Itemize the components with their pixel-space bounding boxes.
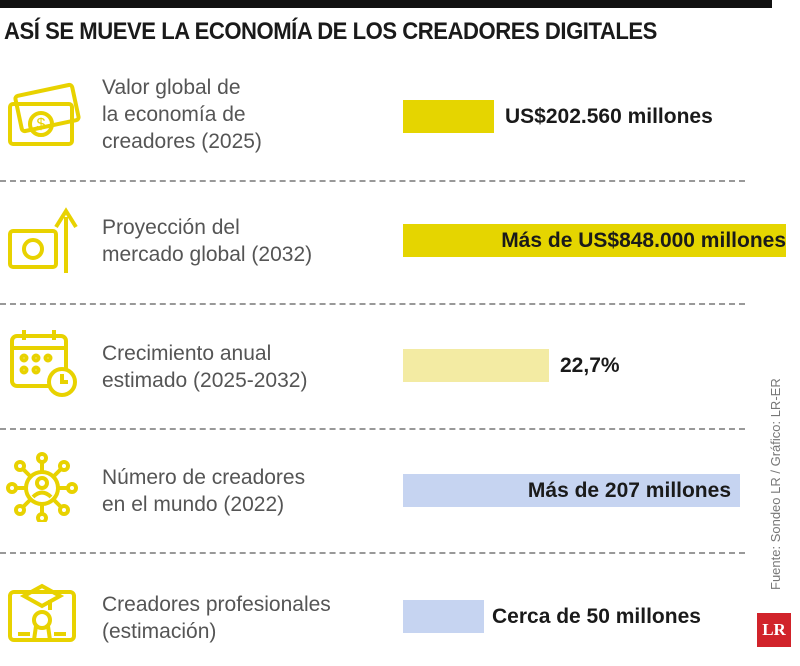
label-line: (estimación)	[102, 620, 217, 643]
top-bar	[0, 0, 772, 8]
row-value: Cerca de 50 millones	[492, 605, 701, 628]
row-label: Proyección del mercado global (2032)	[102, 214, 312, 268]
label-line: Creadores profesionales	[102, 593, 331, 616]
logo: LR	[757, 613, 791, 647]
highlight-bar	[403, 474, 740, 507]
label-line: creadores (2025)	[102, 130, 262, 153]
label-line: la economía de	[102, 103, 246, 126]
highlight-bar	[403, 224, 786, 257]
label-line: Crecimiento anual	[102, 342, 272, 365]
row-value: 22,7%	[560, 354, 620, 377]
separator	[0, 180, 745, 182]
label-line: mercado global (2032)	[102, 243, 313, 266]
separator	[0, 552, 745, 554]
title: ASÍ SE MUEVE LA ECONOMÍA DE LOS CREADORE…	[4, 18, 657, 45]
certificate-icon	[8, 583, 76, 642]
row-label: Valor global de la economía de creadores…	[102, 74, 262, 155]
network-icon	[6, 452, 78, 522]
label-line: Proyección del	[102, 216, 240, 239]
label-line: Número de creadores	[102, 466, 306, 489]
label-line: Valor global de	[102, 76, 241, 99]
highlight-bar	[403, 100, 494, 133]
highlight-bar	[403, 600, 484, 633]
separator	[0, 428, 745, 430]
money-icon: $	[8, 82, 81, 146]
row-value: Más de US$848.000 millones	[501, 229, 786, 252]
label-line: estimado (2025-2032)	[102, 369, 308, 392]
row-value: Más de 207 millones	[527, 479, 731, 502]
row-label: Crecimiento anual estimado (2025-2032)	[102, 340, 307, 394]
highlight-bar	[403, 349, 549, 382]
growth-icon	[8, 207, 78, 273]
svg-text:$: $	[37, 116, 46, 133]
calendar-icon	[10, 330, 77, 397]
row-label: Creadores profesionales (estimación)	[102, 591, 331, 645]
row-value: US$202.560 millones	[505, 105, 713, 128]
separator	[0, 303, 745, 305]
source-note: Fuente: Sondeo LR / Gráfico: LR-ER	[768, 378, 783, 590]
row-label: Número de creadores en el mundo (2022)	[102, 464, 305, 518]
label-line: en el mundo (2022)	[102, 493, 285, 516]
